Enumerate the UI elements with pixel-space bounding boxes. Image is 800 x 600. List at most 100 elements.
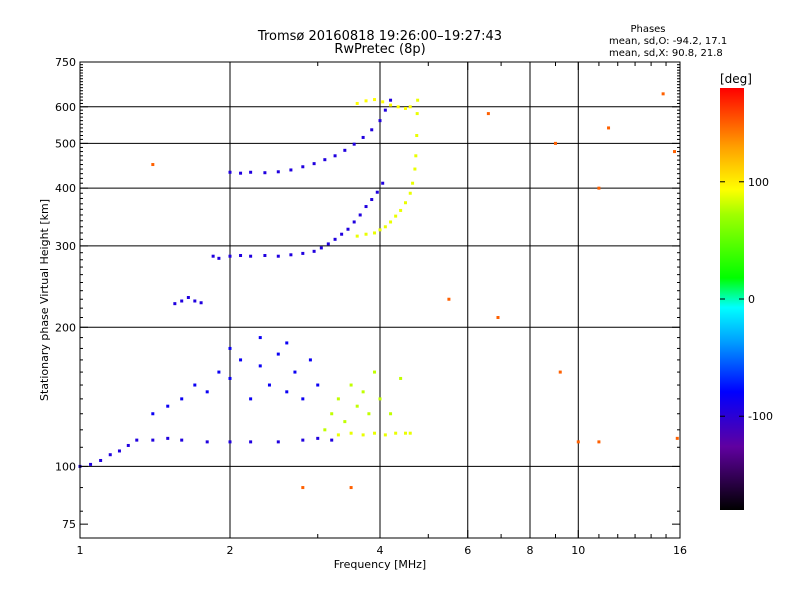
echo-point <box>383 108 387 112</box>
echo-point <box>308 358 312 362</box>
chart-subtitle: RwPretec (8p) <box>334 42 425 57</box>
echo-point <box>415 112 419 116</box>
echo-point <box>301 397 305 401</box>
colorbar-tick-label: 0 <box>748 293 755 306</box>
echo-point <box>447 297 451 301</box>
echo-point <box>333 154 337 158</box>
stats-heading: Phases <box>630 24 665 35</box>
echo-point <box>316 436 320 440</box>
echo-point <box>323 428 327 432</box>
colorbar-tick-label: 100 <box>748 176 769 189</box>
echo-point <box>408 191 412 195</box>
echo-point <box>173 302 177 306</box>
x-axis-label: Frequency [MHz] <box>334 558 426 571</box>
echo-point <box>383 225 387 229</box>
y-tick-label: 100 <box>55 460 76 473</box>
echo-point <box>352 220 356 224</box>
echo-point <box>205 390 209 394</box>
echo-point <box>228 346 232 350</box>
echo-point <box>263 171 267 175</box>
echo-point <box>301 251 305 255</box>
echo-point <box>346 227 350 231</box>
gridlines <box>80 62 680 538</box>
echo-point <box>361 390 365 394</box>
echo-point <box>343 148 347 152</box>
colorbar-label: [deg] <box>720 72 752 86</box>
echo-point <box>411 181 415 185</box>
echo-point <box>319 246 323 250</box>
y-tick-label: 400 <box>55 182 76 195</box>
x-tick-label: 8 <box>527 544 534 557</box>
y-tick-label: 600 <box>55 101 76 114</box>
echo-point <box>378 119 382 123</box>
echo-point <box>607 126 611 130</box>
y-tick-label: 75 <box>62 518 76 531</box>
echo-point <box>326 242 330 246</box>
echo-point <box>399 208 403 212</box>
echo-point <box>403 431 407 435</box>
echo-point <box>349 383 353 387</box>
echo-point <box>355 234 359 238</box>
echo-point <box>289 168 293 172</box>
echo-point <box>117 449 121 453</box>
echo-point <box>228 254 232 258</box>
echo-point <box>249 254 253 258</box>
echo-point <box>486 112 490 116</box>
echo-point <box>558 370 562 374</box>
echo-point <box>349 486 353 490</box>
echo-point <box>151 412 155 416</box>
echo-point <box>228 440 232 444</box>
echo-point <box>108 453 112 457</box>
echo-point <box>258 364 262 368</box>
echo-point <box>249 397 253 401</box>
colorbar-tick-label: -100 <box>748 410 773 423</box>
echo-point <box>211 254 215 258</box>
echo-point <box>355 101 359 105</box>
echo-point <box>358 213 362 217</box>
echo-points <box>78 92 679 490</box>
echo-point <box>361 433 365 437</box>
x-tick-label: 4 <box>377 544 384 557</box>
echo-point <box>166 404 170 408</box>
echo-point <box>89 462 93 466</box>
echo-point <box>228 170 232 174</box>
echo-point <box>166 436 170 440</box>
y-tick-label: 500 <box>55 137 76 150</box>
echo-point <box>316 383 320 387</box>
echo-point <box>675 436 679 440</box>
echo-point <box>276 440 280 444</box>
echo-point <box>383 433 387 437</box>
echo-point <box>258 336 262 340</box>
echo-point <box>389 98 393 102</box>
echo-point <box>217 370 221 374</box>
echo-point <box>205 440 209 444</box>
stats-x-line: mean, sd,X: 90.8, 21.8 <box>609 48 723 59</box>
echo-point <box>553 141 557 145</box>
y-tick-label: 300 <box>55 240 76 253</box>
echo-point <box>408 431 412 435</box>
echo-point <box>576 440 580 444</box>
colorbar-ticks: -100 0 100 <box>720 176 773 423</box>
x-tick-label: 10 <box>571 544 585 557</box>
echo-point <box>330 412 334 416</box>
echo-point <box>394 214 398 218</box>
echo-point <box>293 370 297 374</box>
echo-point <box>239 358 243 362</box>
echo-point <box>394 431 398 435</box>
echo-point <box>99 458 103 462</box>
y-tick-label: 200 <box>55 321 76 334</box>
x-tick-label: 1 <box>77 544 84 557</box>
echo-point <box>416 98 420 102</box>
echo-point <box>364 205 368 209</box>
echo-point <box>301 486 305 490</box>
echo-point <box>285 341 289 345</box>
echo-point <box>399 376 403 380</box>
echo-point <box>180 438 184 442</box>
echo-point <box>330 438 334 442</box>
echo-point <box>389 220 393 224</box>
echo-point <box>403 106 407 110</box>
echo-point <box>301 165 305 169</box>
x-tick-label: 16 <box>673 544 687 557</box>
echo-point <box>312 162 316 166</box>
